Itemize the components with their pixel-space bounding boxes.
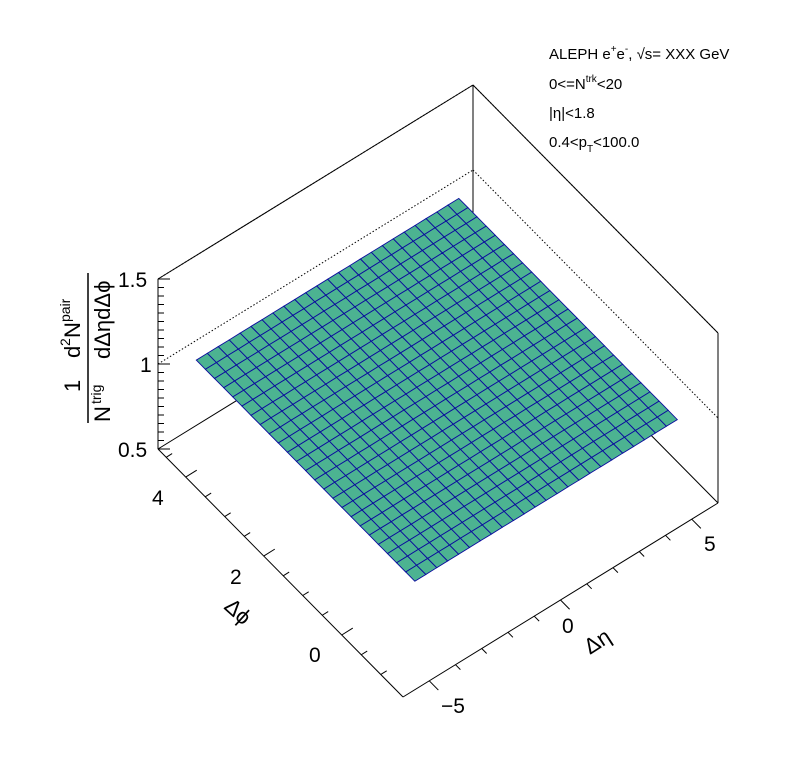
grid-line-back-right-1 [472,169,719,419]
z-title-num2-main: N [60,322,85,338]
y-tick-label-2: 2 [230,566,242,589]
y-axis-title: Δϕ [220,593,257,630]
z-title-num2: d [60,346,85,358]
y-tick-2.5 [243,532,251,537]
annotation-pt: 0.4<pT<100.0 [549,134,639,155]
z-title-den1: N [90,406,115,422]
y-tick--1 [380,670,387,675]
x-axis-title: Δη [579,624,615,660]
y-tick--0.5 [360,650,368,656]
y-tick-1 [302,591,309,596]
y-tick-1.5 [282,571,290,577]
surface-cell [404,564,427,582]
x-tick-5 [691,518,702,529]
annotation-eta: |η|<1.8 [549,105,595,122]
grid-line-back-right-2 [472,84,719,334]
x-tick-3 [638,551,645,557]
floor-edge-phi [157,448,404,698]
z-tick-label-0.5: 0.5 [118,439,147,462]
y-tick-4 [185,469,198,478]
y-tick-2 [263,548,276,557]
x-tick-label-0: 0 [562,615,574,638]
x-tick--4 [455,664,461,670]
grid-line-back-left-1 [157,169,474,365]
y-tick-label-4: 4 [152,487,164,510]
x-tick-0 [560,599,570,610]
z-title-num1: 1 [60,380,85,392]
x-tick-label-neg5: −5 [441,695,465,718]
x-tick-label-5: 5 [704,533,716,556]
x-tick-4 [665,534,671,541]
axis-ticks [158,278,702,691]
y-tick-0 [341,627,354,636]
y-tick-3.5 [204,492,212,498]
z-title-den2: dΔηdΔϕ [90,281,115,359]
y-tick-4.5 [165,453,173,458]
y-tick-0.5 [321,611,329,616]
z-tick-label-1: 1 [140,354,152,377]
x-tick--5 [428,680,439,691]
x-tick-1 [586,583,593,590]
x-tick-2 [612,567,619,573]
y-tick-3 [224,512,231,517]
annotation-experiment: ALEPH e+e-, √s= XXX GeV [549,44,729,63]
x-tick--2 [507,631,514,638]
x-tick--3 [481,648,488,654]
z-title-num2-main-sup: pair [57,298,73,322]
annotation-ntrk: 0<=Ntrk<20 [549,74,622,93]
z-axis-title: 1 N trig d 2 N pair dΔηdΔϕ [57,273,115,423]
z-title-den1-sup: trig [88,385,104,404]
y-tick-label-0: 0 [309,644,321,667]
surface-mesh [195,197,679,582]
grid-line-back-left-2 [157,84,474,280]
z-tick-label-1.5: 1.5 [118,269,147,292]
z-title-num2-sup: 2 [57,338,73,346]
x-tick--1 [533,615,540,622]
